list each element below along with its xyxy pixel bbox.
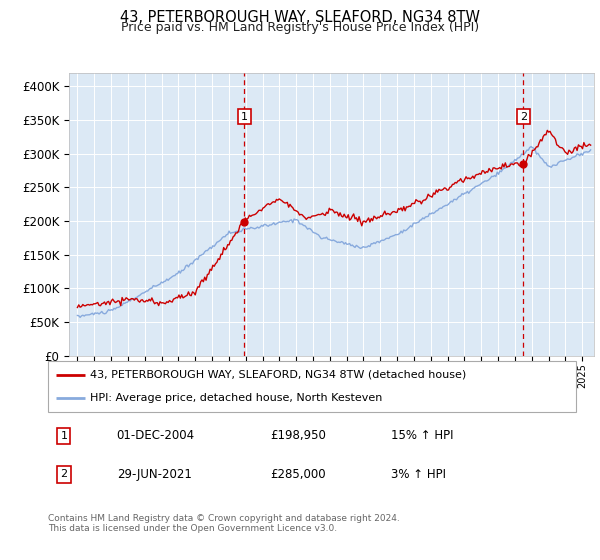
Text: Contains HM Land Registry data © Crown copyright and database right 2024.
This d: Contains HM Land Registry data © Crown c… [48, 514, 400, 534]
FancyBboxPatch shape [48, 361, 576, 412]
Text: Price paid vs. HM Land Registry's House Price Index (HPI): Price paid vs. HM Land Registry's House … [121, 21, 479, 34]
Text: 29-JUN-2021: 29-JUN-2021 [116, 468, 191, 481]
Text: 1: 1 [241, 111, 248, 122]
Text: 15% ↑ HPI: 15% ↑ HPI [391, 429, 454, 442]
Text: 2: 2 [60, 469, 67, 479]
Text: 43, PETERBOROUGH WAY, SLEAFORD, NG34 8TW: 43, PETERBOROUGH WAY, SLEAFORD, NG34 8TW [120, 10, 480, 25]
Text: £198,950: £198,950 [270, 429, 326, 442]
Text: 1: 1 [61, 431, 67, 441]
Text: 01-DEC-2004: 01-DEC-2004 [116, 429, 195, 442]
Text: 3% ↑ HPI: 3% ↑ HPI [391, 468, 446, 481]
Text: £285,000: £285,000 [270, 468, 325, 481]
Text: 2: 2 [520, 111, 527, 122]
Text: HPI: Average price, detached house, North Kesteven: HPI: Average price, detached house, Nort… [90, 393, 383, 403]
Text: 43, PETERBOROUGH WAY, SLEAFORD, NG34 8TW (detached house): 43, PETERBOROUGH WAY, SLEAFORD, NG34 8TW… [90, 370, 466, 380]
